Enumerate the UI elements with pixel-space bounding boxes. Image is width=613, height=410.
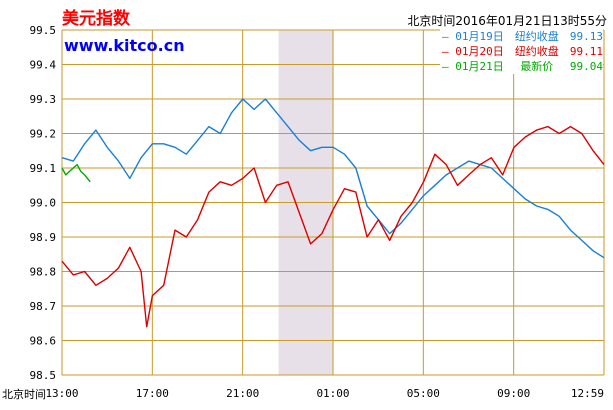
y-tick-label: 98.8 [30,266,57,279]
x-tick-label: 12:59 [571,387,604,400]
y-tick-label: 98.9 [30,231,57,244]
legend-value: 99.13 [569,30,603,43]
chart-grid [61,29,605,376]
x-tick-label: 05:00 [407,387,440,400]
y-tick-label: 99.5 [30,24,57,37]
x-tick-label: 09:00 [497,387,530,400]
brand-link[interactable]: www.kitco.cn [64,36,185,55]
series-group [61,98,605,328]
series-line [61,98,605,259]
legend-date: — 01月19日 [442,30,504,43]
legend-label: 纽约收盘 [514,45,559,58]
x-tick-label: 17:00 [136,387,169,400]
legend-value: 99.11 [569,45,603,58]
legend-value: 99.04 [569,60,603,73]
legend-item: — 01月20日 纽约收盘 99.11 [440,44,603,59]
y-tick-label: 98.7 [30,300,57,313]
x-tick-label: 01:00 [316,387,349,400]
legend-item: — 01月21日 最新价 99.04 [440,59,603,74]
y-tick-label: 99.3 [30,93,57,106]
x-tick-labels: 13:00 17:00 21:00 01:00 05:00 09:00 12:59 [45,387,604,400]
timestamp: 北京时间2016年01月21日13时55分 [407,14,607,28]
legend-label: 最新价 [520,60,554,73]
chart-legend: — 01月19日 纽约收盘 99.13 — 01月20日 纽约收盘 99.11 … [440,29,603,74]
series-line [61,163,91,183]
legend-date: — 01月20日 [442,45,504,58]
legend-date: — 01月21日 [442,60,504,73]
x-tick-label: 21:00 [226,387,259,400]
y-tick-labels: 99.5 99.4 99.3 99.2 99.1 99.0 98.9 98.8 98.7 98.6… [30,24,57,382]
y-tick-label: 99.4 [30,59,57,72]
chart-title: 美元指数 [62,9,130,29]
legend-label: 纽约收盘 [514,30,559,43]
x-axis-prefix: 北京时间 [2,388,46,401]
y-tick-label: 99.0 [30,197,57,210]
y-tick-label: 99.2 [30,128,57,141]
y-tick-label: 98.5 [30,369,57,382]
y-tick-label: 98.6 [30,335,57,348]
y-tick-label: 99.1 [30,162,57,175]
x-tick-label: 13:00 [45,387,78,400]
legend-item: — 01月19日 纽约收盘 99.13 [440,29,603,44]
series-line [61,125,605,328]
